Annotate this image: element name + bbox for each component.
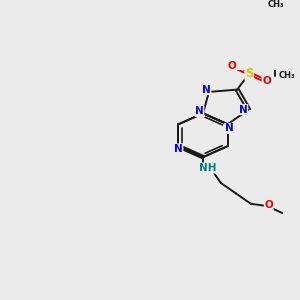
Text: N: N [195,106,204,116]
Text: N: N [174,144,183,154]
Text: O: O [262,76,271,86]
Text: CH₃: CH₃ [267,0,284,9]
Text: NH: NH [199,163,216,173]
Text: S: S [245,67,254,80]
Text: CH₃: CH₃ [279,71,296,80]
Text: N: N [225,123,233,134]
Text: N: N [202,85,211,94]
Text: O: O [264,200,273,210]
Text: O: O [228,61,236,71]
Text: N: N [239,105,248,115]
